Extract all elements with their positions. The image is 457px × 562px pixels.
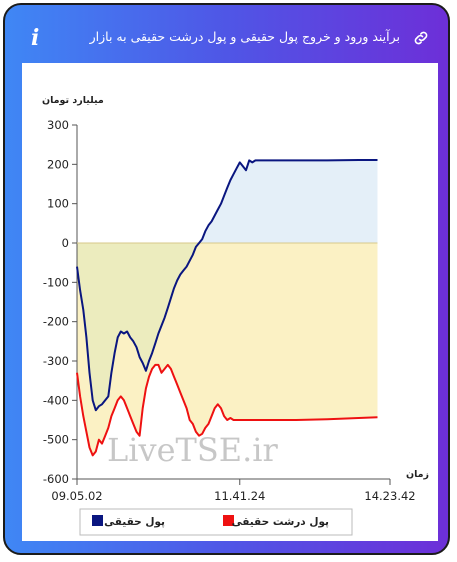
legend: پول حقیقی پول درشت حقیقی — [79, 508, 353, 536]
y-tick-label: -500 — [43, 433, 69, 447]
chart-svg: LiveTSE.ir 300 200 100 0 -100 -200 -300 -400 -50… — [42, 95, 429, 536]
legend-swatch-real[interactable] — [92, 515, 103, 526]
x-tick-label: 09.05.02 — [51, 489, 102, 503]
card-header: i برآیند ورود و خروج پول حقیقی و پول درش… — [5, 5, 448, 67]
chart-title: برآیند ورود و خروج پول حقیقی و پول درشت … — [89, 29, 400, 44]
watermark: LiveTSE.ir — [107, 431, 279, 469]
chart-card: i برآیند ورود و خروج پول حقیقی و پول درش… — [3, 3, 450, 555]
legend-label-big[interactable]: پول درشت حقیقی — [232, 516, 329, 528]
series-line-real — [76, 159, 378, 412]
y-tick-label: 200 — [47, 157, 69, 171]
info-icon[interactable]: i — [31, 25, 40, 51]
chart-panel: LiveTSE.ir 300 200 100 0 -100 -200 -300 -400 -50… — [22, 63, 438, 541]
grid-axes — [72, 124, 391, 485]
legend-box — [79, 508, 353, 536]
y-tick-label: 100 — [47, 197, 69, 211]
area-fills — [77, 160, 378, 456]
y-tick-label: -100 — [43, 275, 69, 289]
y-tick-label: -400 — [43, 393, 69, 407]
x-tick-label: 14.23.42 — [364, 489, 415, 503]
link-icon[interactable] — [412, 29, 430, 47]
y-tick-label: 0 — [62, 236, 69, 250]
series-lines — [76, 159, 378, 457]
y-tick-label: -600 — [43, 472, 69, 486]
x-axis-label: زمان — [406, 469, 429, 480]
y-tick-label: -200 — [43, 315, 69, 329]
x-tick-label: 11.41.24 — [214, 489, 265, 503]
area-positive-real — [77, 160, 378, 243]
tick-labels: 300 200 100 0 -100 -200 -300 -400 -500 -600 09.05.… — [43, 118, 416, 503]
legend-label-real[interactable]: پول حقیقی — [104, 516, 165, 528]
y-tick-label: -300 — [43, 354, 69, 368]
area-negative-real — [77, 243, 378, 411]
y-axis-label: میلیارد تومان — [42, 95, 104, 106]
y-tick-label: 300 — [47, 118, 69, 132]
legend-swatch-big[interactable] — [223, 515, 234, 526]
series-line-big — [76, 363, 378, 457]
